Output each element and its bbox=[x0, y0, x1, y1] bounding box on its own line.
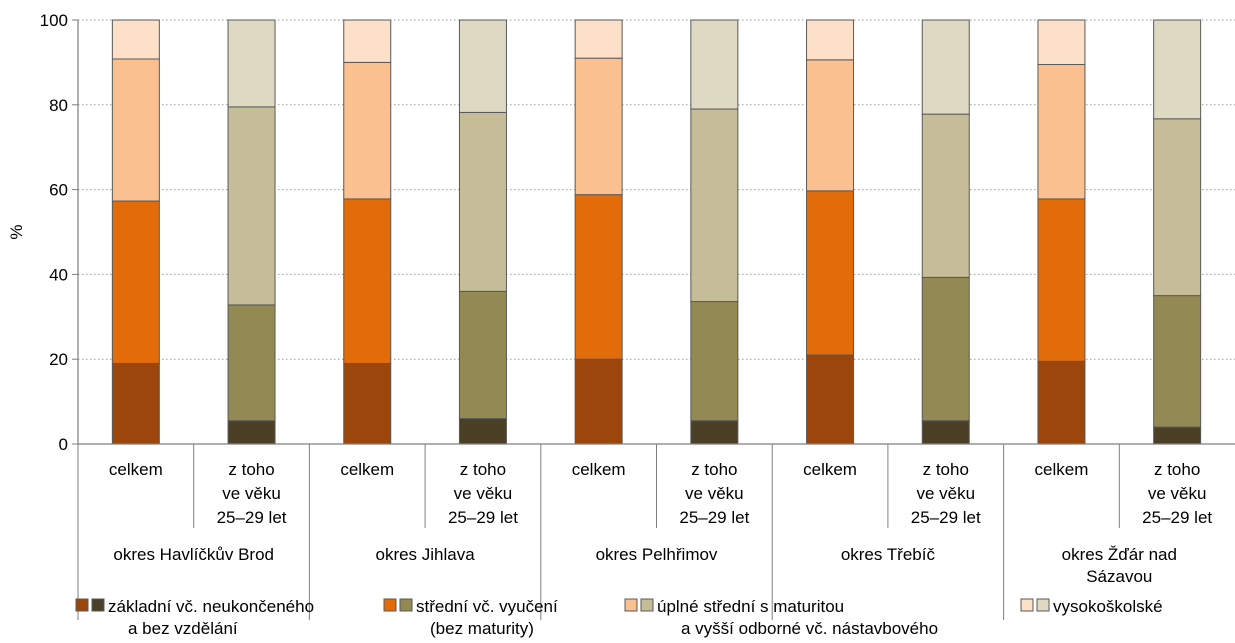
bar-segment bbox=[111, 19, 160, 60]
x-sub-label: ve věku bbox=[1148, 484, 1207, 503]
legend-swatch bbox=[75, 598, 89, 612]
bar-segment bbox=[1153, 118, 1202, 297]
legend-label: vysokoškolské bbox=[1053, 597, 1163, 616]
x-group-label: okres Pelhřimov bbox=[596, 545, 718, 564]
legend-label: a vyšší odborné vč. nástavbového bbox=[681, 619, 938, 638]
legend: základní vč. neukončeného a bez vzdělání s… bbox=[75, 597, 1163, 638]
bar-segment bbox=[921, 113, 970, 278]
bar-segment bbox=[1153, 295, 1202, 428]
x-sub-label: 25–29 let bbox=[448, 508, 518, 527]
x-sub-label: celkem bbox=[572, 460, 626, 479]
legend-item: střední vč. vyučení (bez maturity) bbox=[383, 597, 558, 638]
bar-segment bbox=[1037, 360, 1086, 445]
legend-item: úplné střední s maturitou a vyšší odborné… bbox=[624, 597, 938, 638]
x-sub-label: 25–29 let bbox=[679, 508, 749, 527]
x-sub-label: z toho bbox=[691, 460, 737, 479]
x-sub-label: celkem bbox=[1035, 460, 1089, 479]
bar-segment bbox=[574, 19, 623, 59]
legend-label: úplné střední s maturitou bbox=[657, 597, 844, 616]
bar-segment bbox=[343, 19, 392, 63]
x-sub-label: 25–29 let bbox=[217, 508, 287, 527]
legend-label: základní vč. neukončeného bbox=[108, 597, 314, 616]
bar-segment bbox=[1037, 64, 1086, 200]
bar-segment bbox=[111, 58, 160, 202]
bar-segment bbox=[690, 108, 739, 303]
bar-segment bbox=[806, 190, 855, 356]
x-sub-label: z toho bbox=[1154, 460, 1200, 479]
bar-segment bbox=[1153, 426, 1202, 445]
y-tick-label: 0 bbox=[59, 435, 68, 454]
legend-item: vysokoškolské bbox=[1020, 597, 1163, 616]
y-tick-label: 20 bbox=[49, 350, 68, 369]
bar-segment bbox=[806, 59, 855, 192]
bar-segment bbox=[343, 61, 392, 200]
legend-swatch bbox=[640, 598, 654, 612]
bar-segment bbox=[343, 362, 392, 445]
bar-segment bbox=[1037, 198, 1086, 362]
bar-segment bbox=[458, 111, 507, 292]
bar-segment bbox=[227, 304, 276, 422]
bar-segment bbox=[458, 418, 507, 445]
bar-segment bbox=[921, 19, 970, 115]
x-group-label: okres Havlíčkův Brod bbox=[113, 545, 274, 564]
x-sub-label: celkem bbox=[803, 460, 857, 479]
x-group-label: okres Třebíč bbox=[841, 545, 936, 564]
y-axis-label: % bbox=[7, 224, 26, 239]
y-tick-label: 60 bbox=[49, 181, 68, 200]
y-tick-label: 80 bbox=[49, 96, 68, 115]
x-category-labels: celkem z toho ve věku 25–29 let celkem z toho… bbox=[109, 460, 1212, 586]
legend-item: základní vč. neukončeného a bez vzdělání bbox=[75, 597, 314, 638]
bar-segment bbox=[690, 420, 739, 445]
bar-segment bbox=[458, 290, 507, 420]
legend-swatch bbox=[1020, 598, 1034, 612]
y-tick-label: 40 bbox=[49, 265, 68, 284]
bar-segment bbox=[1153, 19, 1202, 120]
legend-label: střední vč. vyučení bbox=[416, 597, 558, 616]
bar-segment bbox=[227, 420, 276, 445]
x-sub-label: z toho bbox=[460, 460, 506, 479]
x-sub-label: z toho bbox=[228, 460, 274, 479]
x-sub-label: 25–29 let bbox=[1142, 508, 1212, 527]
bar-segment bbox=[921, 276, 970, 422]
bar-segment bbox=[227, 19, 276, 108]
bar-segment bbox=[574, 358, 623, 445]
bar-segment bbox=[111, 362, 160, 445]
bar-segment bbox=[690, 19, 739, 110]
axes bbox=[72, 19, 1235, 620]
bars bbox=[111, 19, 1202, 445]
bar-segment bbox=[111, 200, 160, 364]
bar-segment bbox=[690, 301, 739, 422]
bar-segment bbox=[574, 57, 623, 196]
x-sub-label: celkem bbox=[340, 460, 394, 479]
bar-segment bbox=[806, 354, 855, 445]
x-sub-label: ve věku bbox=[454, 484, 513, 503]
bar-segment bbox=[574, 194, 623, 360]
x-sub-label: celkem bbox=[109, 460, 163, 479]
x-sub-label: ve věku bbox=[916, 484, 975, 503]
x-group-label: okres Jihlava bbox=[375, 545, 475, 564]
x-sub-label: 25–29 let bbox=[911, 508, 981, 527]
bar-segment bbox=[458, 19, 507, 113]
y-tick-labels: 0 20 40 60 80 100 bbox=[40, 11, 68, 454]
legend-swatch bbox=[399, 598, 413, 612]
bar-segment bbox=[227, 106, 276, 306]
legend-swatch bbox=[1036, 598, 1050, 612]
x-group-label: Sázavou bbox=[1086, 567, 1152, 586]
bar-segment bbox=[921, 420, 970, 445]
legend-swatch bbox=[624, 598, 638, 612]
legend-label: (bez maturity) bbox=[430, 619, 534, 638]
legend-label: a bez vzdělání bbox=[128, 619, 238, 638]
x-sub-label: ve věku bbox=[222, 484, 281, 503]
x-sub-label: ve věku bbox=[685, 484, 744, 503]
bar-segment bbox=[1037, 19, 1086, 66]
legend-swatch bbox=[91, 598, 105, 612]
bar-segment bbox=[806, 19, 855, 61]
y-tick-label: 100 bbox=[40, 11, 68, 30]
x-group-label: okres Žďár nad bbox=[1062, 545, 1177, 564]
legend-swatch bbox=[383, 598, 397, 612]
bar-segment bbox=[343, 198, 392, 364]
x-sub-label: z toho bbox=[923, 460, 969, 479]
